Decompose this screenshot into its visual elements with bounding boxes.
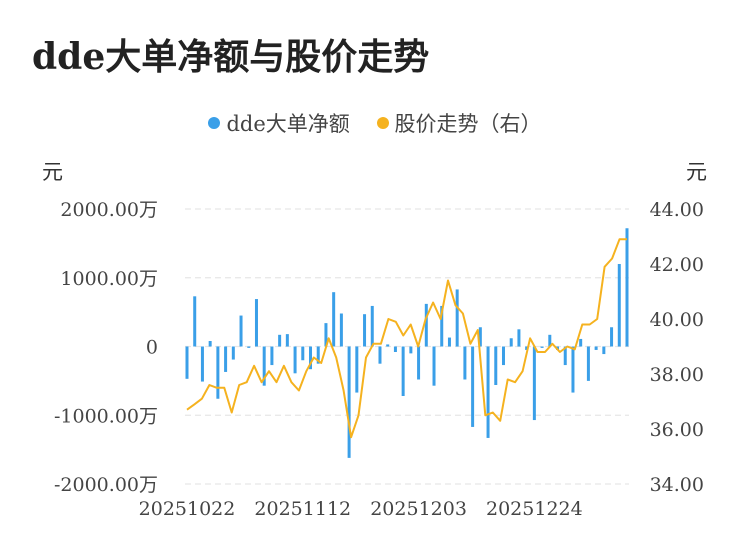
dde-bar [625, 228, 629, 347]
chart-title: dde大单净额与股价走势 [32, 36, 430, 78]
dde-bar [471, 346, 475, 427]
dde-bar [579, 338, 583, 347]
dde-bar [208, 341, 212, 347]
dde-bar [424, 303, 428, 347]
dde-bar [262, 346, 266, 386]
dde-bar [432, 346, 436, 386]
dde-bar [378, 346, 382, 364]
dde-bar [409, 346, 413, 354]
right-tick-label: 36.00 [650, 419, 704, 441]
dde-bar [486, 346, 490, 438]
right-tick-label: 40.00 [650, 309, 704, 331]
dde-bar [347, 346, 351, 458]
dde-bar [447, 337, 451, 347]
dde-bar [309, 346, 313, 370]
right-axis-unit: 元 [686, 160, 707, 184]
dde-bar [540, 346, 544, 348]
legend-item-price[interactable]: 股价走势（右） [376, 108, 542, 138]
x-tick-label: 20251112 [254, 498, 351, 520]
dde-bar [417, 346, 421, 380]
dde-bar [278, 334, 282, 347]
dde-bar [363, 314, 367, 347]
x-tick-label: 20251022 [139, 498, 236, 520]
left-tick-label: -1000.00万 [54, 405, 158, 427]
right-tick-label: 38.00 [650, 364, 704, 386]
dde-bar [270, 346, 274, 366]
dde-bar [293, 346, 297, 374]
dde-bar [324, 323, 328, 347]
dde-bar [571, 346, 575, 393]
legend-marker-price [376, 117, 389, 129]
dde-bar [517, 329, 521, 347]
dde-bar [224, 346, 228, 372]
dde-bar [594, 346, 598, 350]
dde-bar [525, 346, 529, 350]
dde-bar [393, 346, 397, 352]
dde-bar [200, 346, 204, 382]
dde-bar [301, 346, 305, 361]
right-tick-label: 44.00 [650, 199, 704, 221]
dde-bar [548, 334, 552, 347]
x-tick-label: 20251203 [370, 498, 467, 520]
dde-bar [339, 313, 343, 347]
dde-bar [532, 346, 536, 421]
dde-bar [610, 327, 614, 347]
dde-bar [185, 346, 189, 379]
dde-bar [617, 264, 621, 347]
dde-bar [501, 346, 505, 366]
legend-label-price: 股价走势（右） [394, 112, 542, 136]
dde-bar [455, 289, 459, 347]
dde-bar [386, 344, 390, 347]
dde-bar [509, 338, 513, 347]
right-tick-label: 34.00 [650, 474, 704, 496]
legend-marker-dde [208, 117, 221, 129]
legend-item-dde[interactable]: dde大单净额 [208, 108, 350, 138]
dde-bar [254, 299, 258, 347]
dde-bar [332, 292, 336, 347]
dde-bar [193, 296, 197, 347]
dde-bar [440, 305, 444, 347]
left-tick-label: -2000.00万 [54, 474, 158, 496]
dde-bar [478, 327, 482, 347]
dde-bar [602, 346, 606, 355]
left-tick-label: 0 [146, 337, 158, 359]
dde-bar [239, 315, 243, 347]
dde-bar [316, 346, 320, 364]
dde-bar [231, 346, 235, 360]
right-tick-label: 42.00 [650, 254, 704, 276]
dde-bar [370, 305, 374, 347]
dde-bar [355, 346, 359, 393]
x-tick-label: 20251224 [486, 498, 583, 520]
dde-bar [463, 346, 467, 380]
left-axis-unit: 元 [42, 160, 63, 184]
left-tick-label: 1000.00万 [60, 268, 158, 290]
dde-bar [285, 334, 289, 347]
dde-bar [401, 346, 405, 396]
dde-bar [216, 346, 220, 399]
dde-bar [247, 346, 251, 348]
dde-bar [563, 346, 567, 366]
dde-bar [494, 346, 498, 385]
left-tick-label: 2000.00万 [60, 199, 158, 221]
legend: dde大单净额 股价走势（右） [0, 108, 750, 138]
dde-bar [586, 346, 590, 381]
price-line [186, 238, 627, 439]
legend-label-dde: dde大单净额 [226, 112, 350, 136]
